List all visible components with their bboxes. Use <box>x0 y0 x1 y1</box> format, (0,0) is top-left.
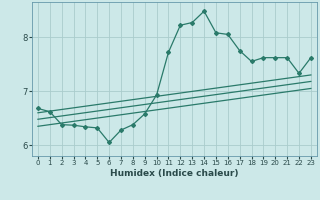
X-axis label: Humidex (Indice chaleur): Humidex (Indice chaleur) <box>110 169 239 178</box>
